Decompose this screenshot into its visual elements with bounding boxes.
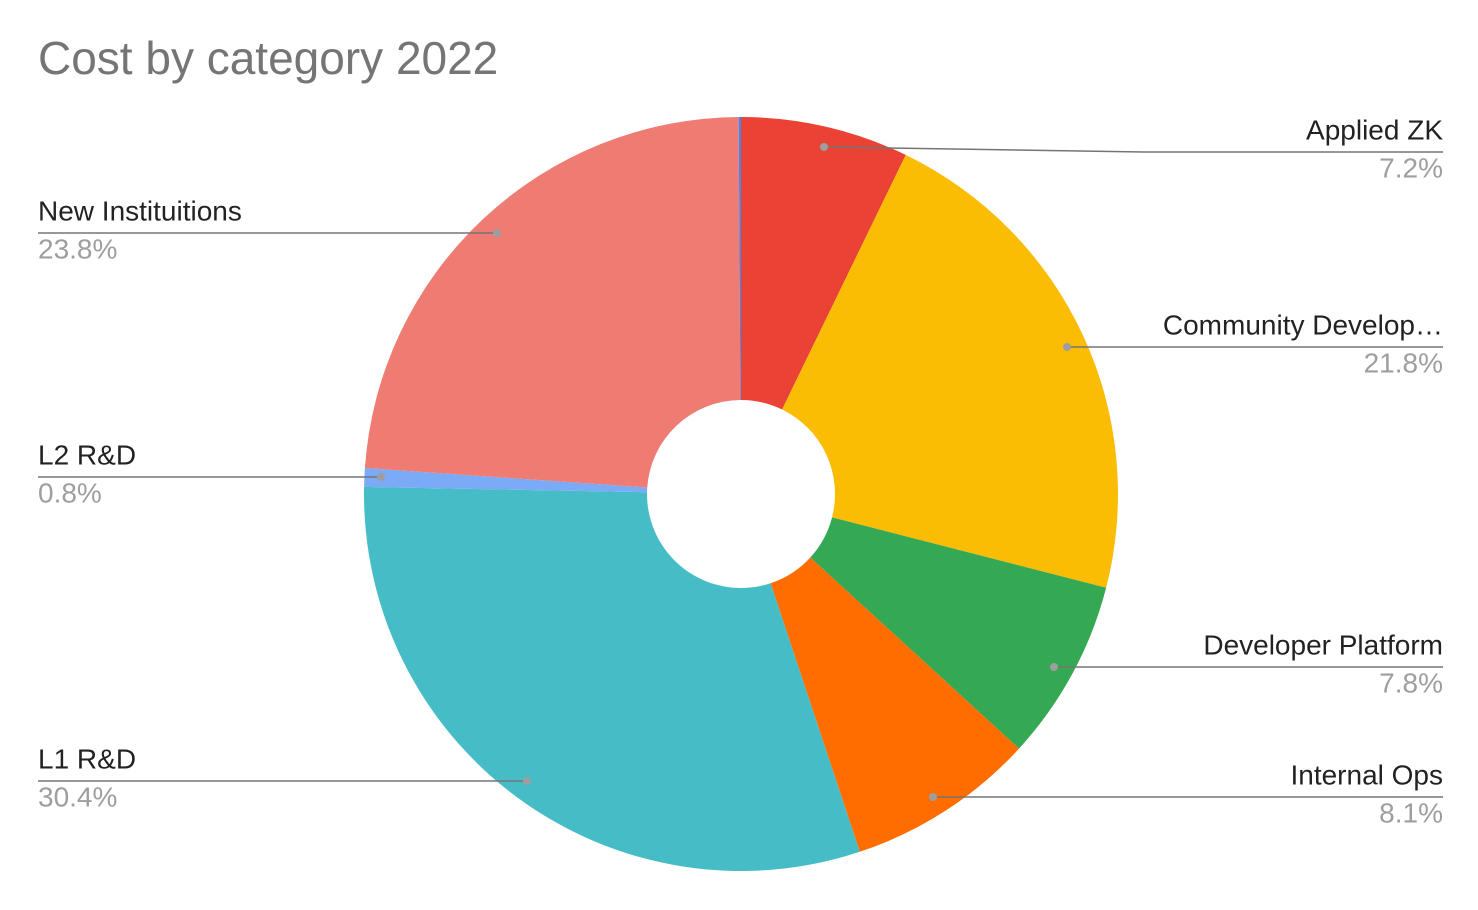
leader-dot: [929, 793, 937, 801]
leader-line: [823, 146, 1443, 153]
slice-value: 0.8%: [38, 477, 102, 508]
slice: [364, 486, 860, 871]
slice: [810, 517, 1107, 749]
slice: [741, 117, 906, 410]
slice: [364, 467, 648, 493]
slice-label: Applied ZK: [1306, 114, 1443, 145]
slice-value: 23.8%: [38, 233, 117, 264]
leader-dot: [377, 473, 385, 481]
leader-dot: [493, 229, 501, 237]
slice-value: 21.8%: [1364, 347, 1443, 378]
slice: [738, 117, 741, 401]
leader-dot: [1063, 343, 1071, 351]
slice: [782, 154, 1119, 588]
slice-label: L1 R&D: [38, 743, 136, 774]
slice-label: Community Develop…: [1163, 309, 1443, 340]
slice-value: 7.8%: [1379, 667, 1443, 698]
leader-dot: [1050, 663, 1058, 671]
slice-value: 8.1%: [1379, 797, 1443, 828]
slice: [364, 117, 741, 488]
slice-value: 30.4%: [38, 781, 117, 812]
slice-value: 7.2%: [1379, 152, 1443, 183]
slice: [770, 557, 1020, 852]
chart-title: Cost by category 2022: [38, 32, 498, 84]
slice-label: Internal Ops: [1290, 759, 1443, 790]
leader-dot: [820, 143, 828, 151]
slice-label: L2 R&D: [38, 439, 136, 470]
slice-label: Developer Platform: [1203, 629, 1443, 660]
leader-dot: [523, 777, 531, 785]
slice-label: New Instituitions: [38, 195, 242, 226]
